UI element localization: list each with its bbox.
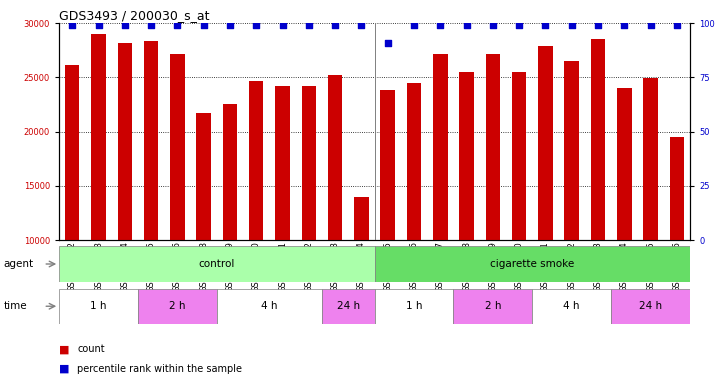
Bar — [375, 247, 690, 281]
Text: count: count — [77, 344, 105, 354]
Bar — [433, 55, 448, 240]
Bar — [643, 78, 658, 240]
Bar — [617, 88, 632, 240]
Bar — [328, 75, 342, 240]
Bar — [407, 83, 421, 240]
Bar — [59, 289, 138, 324]
Point — [671, 22, 683, 28]
Bar — [92, 34, 106, 240]
Point — [435, 22, 446, 28]
Text: percentile rank within the sample: percentile rank within the sample — [77, 364, 242, 374]
Text: 24 h: 24 h — [337, 301, 360, 311]
Point — [645, 22, 656, 28]
Point — [224, 22, 236, 28]
Point — [566, 22, 578, 28]
Text: 2 h: 2 h — [485, 301, 501, 311]
Point — [461, 22, 472, 28]
Text: 4 h: 4 h — [261, 301, 278, 311]
Text: 2 h: 2 h — [169, 301, 186, 311]
Point — [592, 22, 603, 28]
Bar — [538, 46, 553, 240]
Bar — [565, 61, 579, 240]
Bar — [65, 65, 79, 240]
Bar — [59, 247, 375, 281]
Bar — [375, 289, 454, 324]
Point — [619, 22, 630, 28]
Text: 1 h: 1 h — [406, 301, 423, 311]
Point — [146, 22, 157, 28]
Point — [329, 22, 341, 28]
Bar — [670, 137, 684, 240]
Text: GDS3493 / 200030_s_at: GDS3493 / 200030_s_at — [59, 9, 210, 22]
Point — [250, 22, 262, 28]
Point — [277, 22, 288, 28]
Text: cigarette smoke: cigarette smoke — [490, 259, 575, 269]
Point — [355, 22, 367, 28]
Point — [198, 22, 210, 28]
Point — [408, 22, 420, 28]
Text: ■: ■ — [59, 344, 70, 354]
Text: 4 h: 4 h — [563, 301, 580, 311]
Bar — [611, 289, 690, 324]
Bar — [459, 72, 474, 240]
Bar — [532, 289, 611, 324]
Point — [172, 22, 183, 28]
Bar — [196, 113, 211, 240]
Bar — [249, 81, 263, 240]
Point — [93, 22, 105, 28]
Bar — [486, 55, 500, 240]
Bar — [144, 41, 159, 240]
Point — [487, 22, 499, 28]
Point — [513, 22, 525, 28]
Bar — [381, 90, 395, 240]
Point — [382, 40, 394, 46]
Point — [119, 22, 131, 28]
Bar — [217, 289, 322, 324]
Bar — [512, 72, 526, 240]
Bar — [301, 86, 316, 240]
Point — [539, 22, 551, 28]
Bar — [590, 39, 605, 240]
Text: agent: agent — [4, 259, 34, 269]
Bar — [170, 55, 185, 240]
Bar — [454, 289, 532, 324]
Text: 1 h: 1 h — [90, 301, 107, 311]
Text: 24 h: 24 h — [639, 301, 662, 311]
Bar — [322, 289, 375, 324]
Bar — [354, 197, 368, 240]
Point — [66, 22, 78, 28]
Bar — [275, 86, 290, 240]
Point — [303, 22, 314, 28]
Text: time: time — [4, 301, 27, 311]
Bar — [118, 43, 132, 240]
Text: ■: ■ — [59, 364, 70, 374]
Bar — [223, 104, 237, 240]
Text: control: control — [199, 259, 235, 269]
Bar — [138, 289, 217, 324]
